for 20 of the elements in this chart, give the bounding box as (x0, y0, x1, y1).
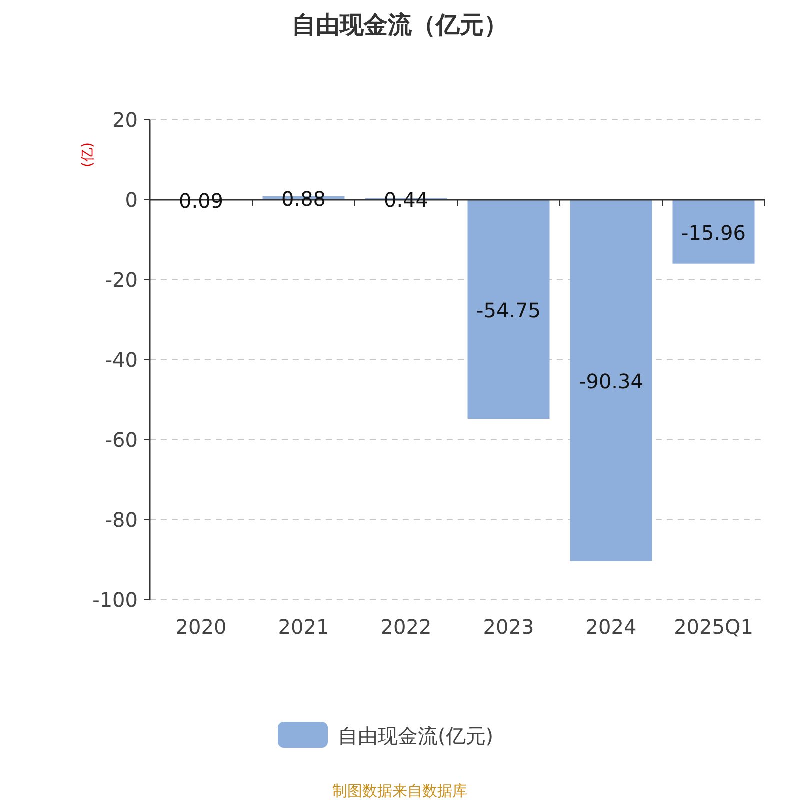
y-tick-label: -80 (105, 508, 138, 532)
data-label: -90.34 (579, 370, 644, 394)
y-tick-label: 20 (112, 108, 138, 132)
y-tick-label: -100 (92, 588, 138, 612)
y-axis-title: (亿) (80, 142, 96, 168)
data-label: -54.75 (476, 298, 541, 322)
x-tick-label: 2020 (176, 615, 227, 639)
y-tick-label: 0 (125, 188, 138, 212)
y-tick-label: -60 (105, 428, 138, 452)
text: 制图数据来自数据库 (332, 782, 468, 800)
x-tick-label: 2021 (278, 615, 330, 639)
x-tick-label: 2023 (483, 615, 534, 639)
legend-label: 自由现金流(亿元) (338, 724, 494, 748)
data-label: -15.96 (682, 220, 746, 245)
chart-title: 自由现金流（亿元） (292, 11, 508, 39)
x-tick-label: 2024 (586, 615, 637, 639)
x-tick-label: 2022 (380, 615, 432, 639)
x-tick-label: 2025Q1 (674, 615, 754, 639)
y-tick-label: -20 (105, 268, 138, 292)
y-tick-label: -40 (105, 348, 138, 372)
